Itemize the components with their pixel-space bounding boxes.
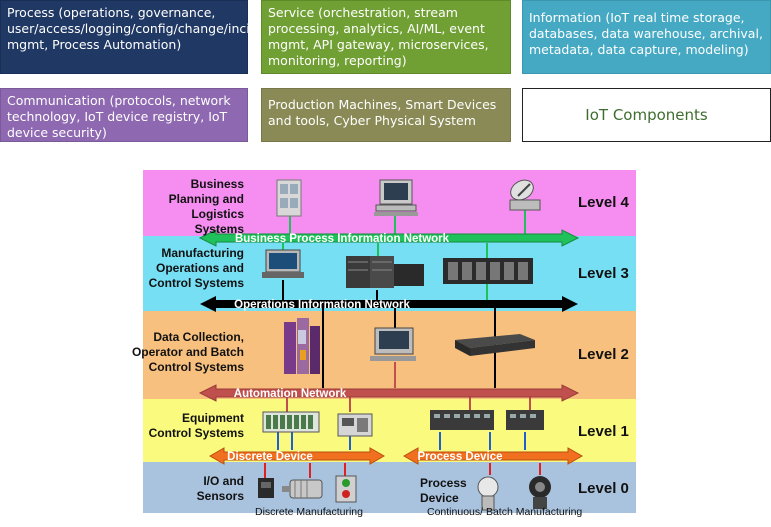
io-module-icon (506, 410, 544, 430)
level-1-label: Equipment Control Systems (148, 411, 244, 440)
communication-component-box: Communication (protocols, network techno… (0, 88, 248, 142)
level-2-name: Level 2 (578, 346, 629, 363)
desktop-computer-icon (262, 249, 304, 278)
process-component-box: Process (operations, governance, user/ac… (0, 0, 373, 74)
iot-components-title-text: IoT Components (585, 106, 708, 124)
sensor-icon (258, 478, 274, 498)
storage-array-icon (443, 258, 533, 284)
level-3-label: Manufacturing Operations and Control Sys… (148, 246, 244, 290)
level-1-name: Level 1 (578, 423, 629, 440)
service-component-box: Service (orchestration, stream processin… (261, 0, 511, 74)
pressure-transmitter-icon (529, 476, 551, 509)
operations-network-label: Operations Information Network (234, 299, 410, 311)
plc-icon (262, 411, 320, 433)
discrete-manufacturing-label: Discrete Manufacturing (255, 506, 363, 518)
motor-icon (282, 479, 323, 499)
control-cabinet-icon (284, 318, 320, 374)
communication-component-text: Communication (protocols, network techno… (7, 93, 231, 140)
level-0-label: I/O and Sensors (196, 474, 244, 503)
automation-network-arrow (198, 384, 580, 402)
plc-icon (337, 413, 373, 437)
iot-components-title: IoT Components (522, 88, 771, 142)
process-device-label: Process Device (417, 451, 502, 463)
level-0-name: Level 0 (578, 480, 629, 497)
business-network-arrow (198, 229, 580, 247)
production-component-text: Production Machines, Smart Devices and t… (268, 97, 497, 128)
desktop-computer-icon (374, 179, 418, 216)
satellite-dish-icon (509, 179, 541, 211)
business-network-label: Business Process Information Network (235, 233, 450, 245)
information-component-box: Information (IoT real time storage, data… (522, 0, 771, 74)
level-0-band (143, 462, 636, 513)
rack-server-icon (346, 256, 424, 288)
process-device-text: Process Device (420, 476, 467, 505)
valve-icon (477, 476, 499, 511)
io-module-icon (430, 410, 494, 430)
server-icon (276, 179, 302, 217)
level-3-name: Level 3 (578, 265, 629, 282)
continuous-manufacturing-label: Continuous/ Batch Manufacturing (427, 506, 583, 518)
level-2-label: Data Collection, Operator and Batch Cont… (131, 330, 244, 374)
operations-network-arrow (200, 296, 578, 312)
desktop-computer-icon (370, 327, 416, 361)
production-component-box: Production Machines, Smart Devices and t… (261, 88, 511, 142)
discrete-device-label: Discrete Device (227, 451, 313, 463)
automation-network-label: Automation Network (234, 388, 347, 400)
process-device-arrow (402, 447, 584, 465)
service-component-text: Service (orchestration, stream processin… (268, 5, 489, 68)
level-4-label: Business Planning and Logistics Systems (168, 177, 244, 236)
discrete-device-arrow (208, 447, 386, 465)
push-button-station-icon (335, 475, 357, 503)
information-component-text: Information (IoT real time storage, data… (529, 10, 763, 57)
level-4-name: Level 4 (578, 194, 629, 211)
level-2-band (143, 311, 636, 399)
rack-server-icon (455, 334, 535, 356)
